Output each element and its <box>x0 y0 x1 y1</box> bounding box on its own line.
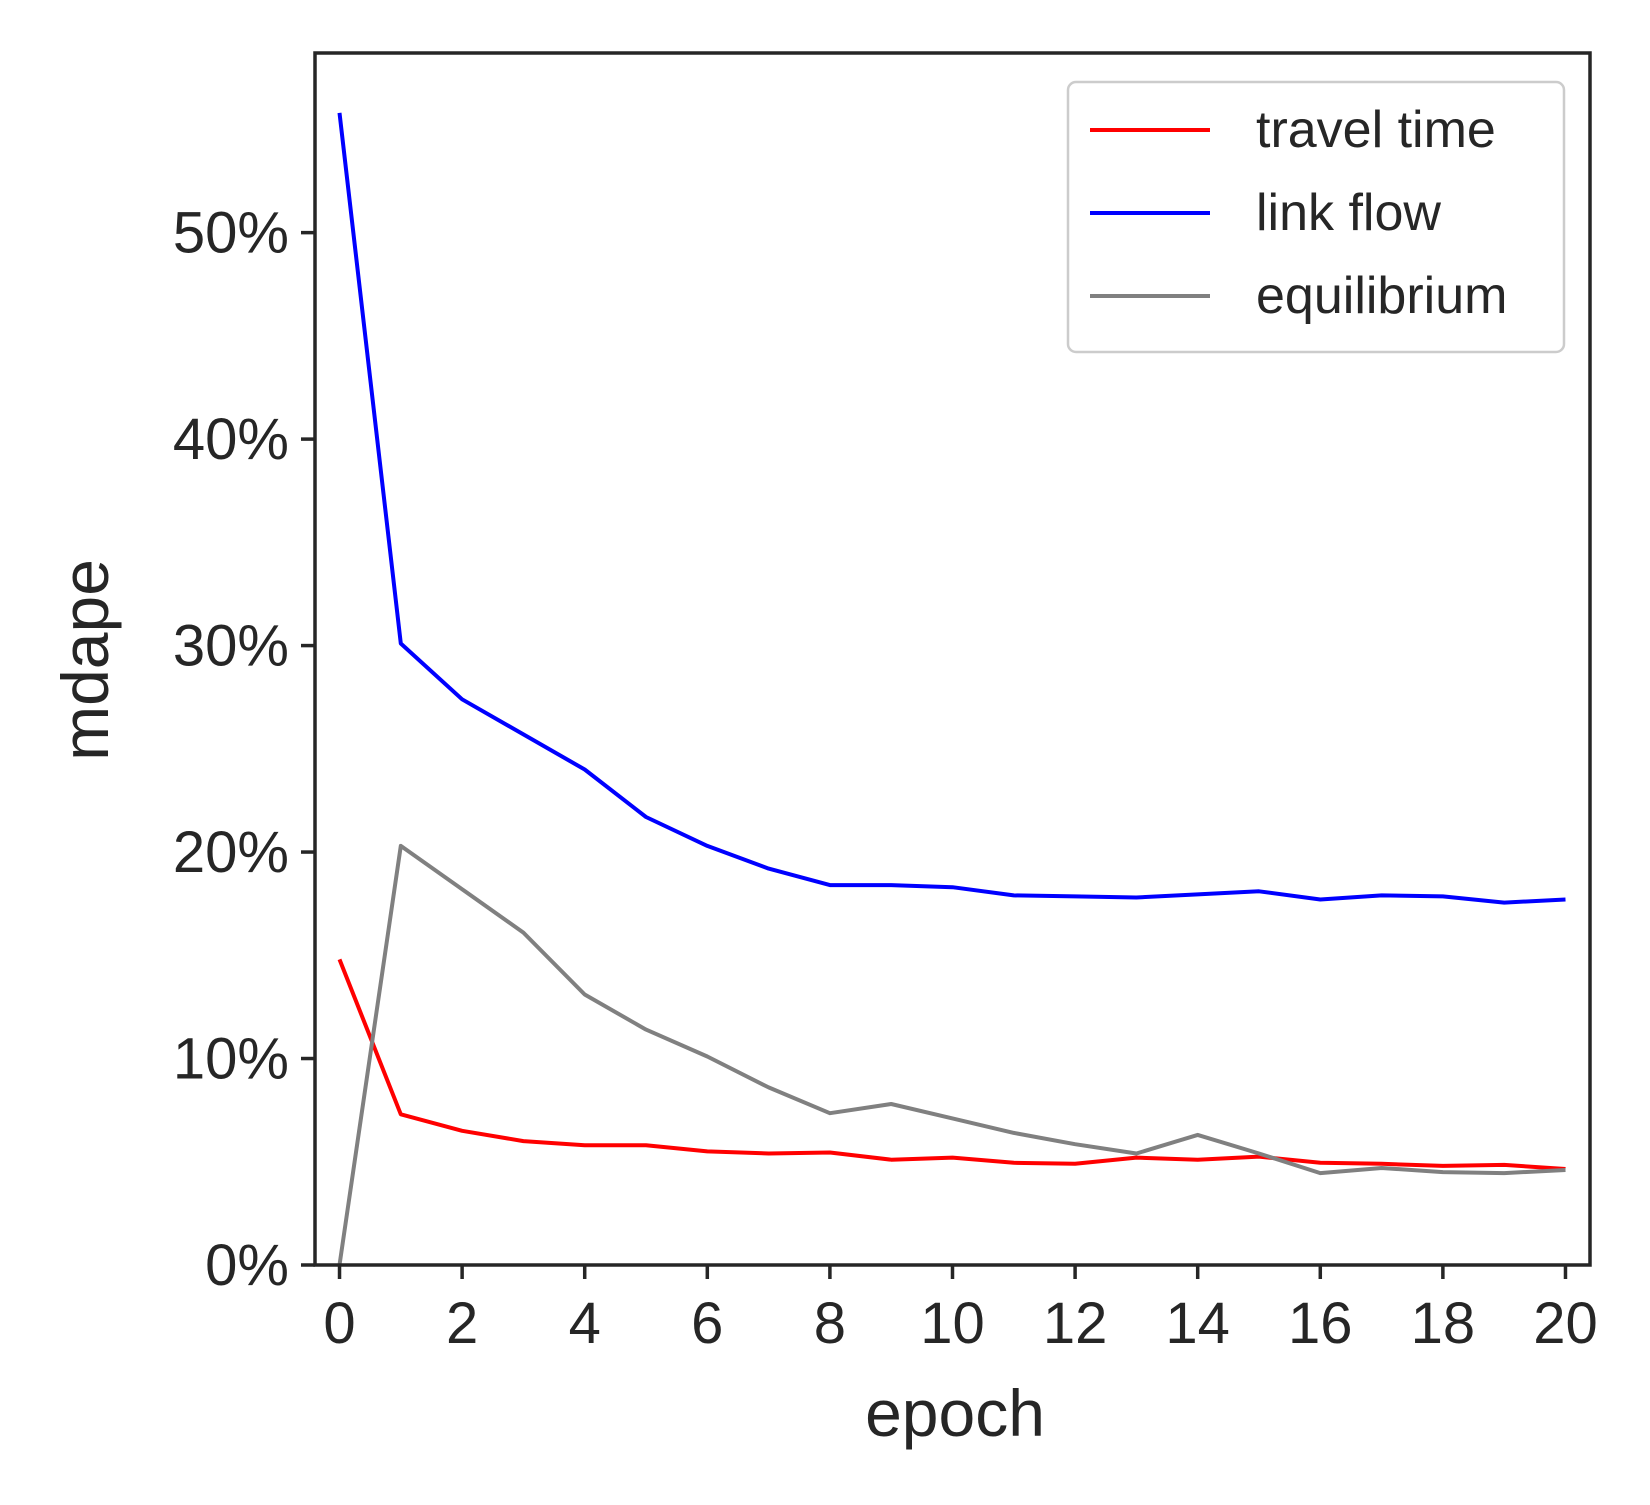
y-tick-label: 10% <box>173 1027 289 1092</box>
x-axis-label: epoch <box>865 1376 1045 1450</box>
x-tick-label: 4 <box>569 1291 601 1356</box>
x-tick-label: 8 <box>814 1291 846 1356</box>
legend-label-link-flow: link flow <box>1256 184 1441 242</box>
y-tick-label: 40% <box>173 407 289 472</box>
y-axis-label: mdape <box>48 559 122 761</box>
legend: travel time link flow equilibrium <box>1066 80 1566 354</box>
x-tick-label: 2 <box>446 1291 478 1356</box>
y-tick-label: 0% <box>205 1233 289 1298</box>
series-layer <box>337 112 1566 1266</box>
x-tick-label: 16 <box>1288 1291 1353 1356</box>
x-tick-label: 10 <box>920 1291 985 1356</box>
x-tick-label: 0 <box>323 1291 355 1356</box>
x-tick-label: 12 <box>1043 1291 1108 1356</box>
y-tick-label: 20% <box>173 820 289 885</box>
axes-layer: 0 2 4 6 8 10 12 14 16 18 20 0% 10% 20% 30% 40% 50% <box>173 51 1598 1356</box>
legend-label-travel-time: travel time <box>1256 101 1496 159</box>
legend-label-equilibrium: equilibrium <box>1256 267 1507 325</box>
x-tick-label: 6 <box>691 1291 723 1356</box>
x-tick-label: 14 <box>1165 1291 1230 1356</box>
series-line-equilibrium <box>337 843 1566 1266</box>
legend-box <box>1066 80 1566 354</box>
x-tick-label: 20 <box>1533 1291 1598 1356</box>
y-tick-label: 30% <box>173 614 289 679</box>
series-line-link-flow <box>337 112 1566 905</box>
series-line-travel-time <box>337 958 1566 1171</box>
y-tick-label: 50% <box>173 201 289 266</box>
x-tick-label: 18 <box>1411 1291 1476 1356</box>
